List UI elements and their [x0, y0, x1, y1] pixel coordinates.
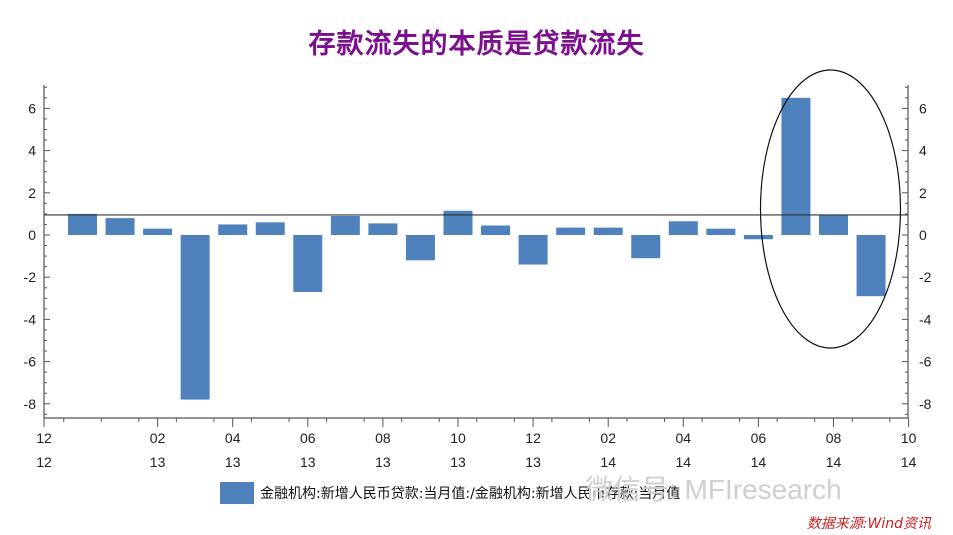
y-tick-label-right: 0: [919, 227, 927, 243]
bars-group: [68, 97, 886, 400]
x-tick-label-year: 13: [300, 454, 316, 470]
x-tick-label-year: 13: [225, 454, 241, 470]
x-tick-label-year: 14: [600, 454, 616, 470]
bar: [218, 224, 248, 235]
bar: [255, 222, 285, 235]
legend-label: 金融机构:新增人民币贷款:当月值:/金融机构:新增人民币存款:当月值: [260, 486, 681, 502]
bar: [68, 213, 97, 235]
bar: [368, 223, 398, 235]
x-tick-label-year: 14: [826, 454, 842, 470]
highlight-ellipse: [759, 69, 902, 349]
x-tick-label-year: 13: [150, 454, 166, 470]
bar: [819, 214, 848, 235]
x-tick-label-month: 06: [751, 430, 767, 446]
y-tick-label-right: -2: [919, 269, 932, 285]
y-tick-label-left: -8: [24, 396, 37, 412]
x-tick-label-year: 12: [36, 454, 52, 470]
x-tick-label-year: 14: [676, 454, 692, 470]
bar: [143, 228, 173, 235]
bar: [631, 235, 661, 259]
x-tick-label-year: 13: [450, 454, 466, 470]
legend: 金融机构:新增人民币贷款:当月值:/金融机构:新增人民币存款:当月值: [220, 482, 680, 504]
x-tick-label-month: 04: [676, 430, 692, 446]
bar: [180, 235, 210, 400]
bar: [743, 235, 773, 240]
x-tick-label-month: 12: [36, 430, 52, 446]
bar: [293, 235, 323, 292]
y-tick-label-left: 4: [28, 143, 36, 159]
x-tick-label-year: 13: [525, 454, 541, 470]
bar: [105, 218, 135, 235]
bar: [668, 221, 698, 235]
y-tick-label-right: 6: [919, 100, 927, 116]
bar: [518, 235, 548, 265]
y-tick-label-right: -6: [919, 354, 932, 370]
y-tick-label-left: 0: [28, 227, 36, 243]
bar: [593, 227, 623, 235]
tick-labels-group: -8 -8-6 -6-4 -4-2 -20 02 24 46 61212021304130613…: [24, 100, 932, 470]
x-tick-label-month: 08: [375, 430, 391, 446]
legend-swatch: [220, 482, 254, 504]
bar: [481, 225, 511, 235]
x-tick-label-year: 14: [901, 454, 917, 470]
bar: [556, 227, 586, 235]
y-tick-label-right: 4: [919, 143, 927, 159]
x-tick-label-month: 10: [901, 430, 917, 446]
x-tick-label-year: 13: [375, 454, 391, 470]
x-tick-label-year: 14: [751, 454, 767, 470]
y-tick-label-right: -4: [919, 311, 932, 327]
bar: [781, 97, 811, 235]
x-tick-label-month: 02: [600, 430, 616, 446]
x-tick-label-month: 12: [525, 430, 541, 446]
bar: [856, 235, 886, 297]
y-tick-label-right: -8: [919, 396, 932, 412]
x-tick-label-month: 08: [826, 430, 842, 446]
x-tick-label-month: 02: [150, 430, 166, 446]
x-tick-label-month: 04: [225, 430, 241, 446]
bar: [330, 216, 360, 235]
y-tick-label-left: -4: [24, 311, 37, 327]
y-tick-label-left: 6: [28, 100, 36, 116]
y-tick-label-left: -2: [24, 269, 37, 285]
y-tick-label-right: 2: [919, 185, 927, 201]
x-tick-label-month: 10: [450, 430, 466, 446]
y-tick-label-left: 2: [28, 185, 36, 201]
source-note: 数据来源:Wind资讯: [806, 516, 931, 532]
bar: [706, 228, 736, 235]
x-tick-label-month: 06: [300, 430, 316, 446]
axes-group: [43, 85, 910, 427]
watermark-text: 微信号: MFIresearch: [585, 474, 842, 505]
y-tick-label-left: -6: [24, 354, 37, 370]
bar: [405, 235, 435, 261]
annotation-group: [759, 69, 902, 349]
chart-title: 存款流失的本质是贷款流失: [308, 29, 645, 60]
